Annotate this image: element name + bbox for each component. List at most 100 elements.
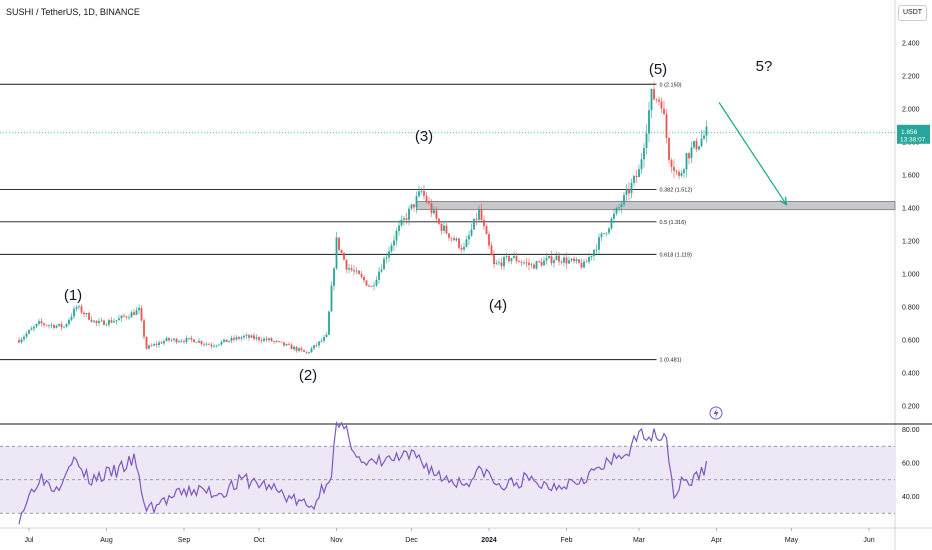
candle-body: [380, 269, 383, 272]
candle-body: [448, 233, 450, 238]
candle-body: [60, 323, 63, 328]
candle-body: [580, 262, 583, 268]
candle-body: [563, 257, 565, 263]
candle-body: [133, 312, 135, 315]
candle-body: [178, 341, 180, 343]
candle-body: [233, 337, 235, 340]
candle-body: [23, 336, 25, 340]
candle-body: [270, 338, 273, 342]
rsi-line: [18, 420, 708, 525]
candle-body: [538, 261, 540, 263]
candle-body: [675, 170, 678, 172]
candle-body: [470, 229, 473, 236]
candle-body: [640, 159, 643, 170]
candle-body: [405, 218, 408, 220]
candle-body: [90, 319, 93, 322]
candle-body: [223, 339, 225, 342]
wave-label: (5): [649, 61, 667, 78]
candle-body: [260, 340, 263, 341]
candle-body: [193, 339, 195, 343]
candle-body: [203, 343, 205, 345]
candle-body: [643, 148, 645, 160]
candle-body: [300, 348, 303, 351]
candle-body: [595, 249, 598, 251]
wave-label: (4): [489, 297, 507, 314]
candle-body: [43, 323, 45, 325]
candle-body: [228, 340, 230, 343]
candle-body: [578, 259, 580, 263]
candle-body: [623, 194, 625, 205]
candle-body: [243, 335, 245, 338]
candle-body: [668, 137, 670, 161]
wave-label: (1): [64, 287, 82, 304]
candle-body: [475, 218, 478, 220]
candle-body: [453, 238, 455, 241]
candle-body: [365, 280, 368, 286]
candle-body: [460, 247, 463, 250]
price-tick-label: 2.200: [902, 74, 920, 81]
candle-body: [58, 323, 60, 326]
rsi-tick-label: 40.00: [902, 494, 920, 501]
price-tick-label: 1.600: [902, 173, 920, 180]
candle-body: [70, 316, 73, 320]
candle-body: [635, 176, 638, 178]
candle-body: [28, 330, 30, 334]
candle-body: [370, 286, 373, 287]
candle-body: [325, 334, 328, 338]
time-tick-label: Mar: [633, 537, 646, 544]
candle-body: [633, 176, 635, 183]
candle-body: [288, 343, 290, 345]
candle-body: [100, 320, 103, 322]
candle-body: [348, 268, 350, 270]
projection-arrow-head: [779, 196, 788, 206]
time-tick-label: Dec: [405, 537, 418, 544]
price-tick-label: 2.400: [902, 41, 920, 48]
candle-body: [105, 324, 108, 326]
symbol-title: SUSHI / TetherUS, 1D, BINANCE: [6, 7, 140, 17]
candle-body: [400, 219, 403, 226]
candle-body: [423, 190, 425, 196]
candle-body: [45, 324, 48, 326]
candle-body: [78, 306, 80, 308]
time-tick-label: Sep: [178, 537, 191, 544]
candle-body: [235, 337, 238, 340]
time-tick-label: Apr: [711, 537, 723, 544]
candle-body: [500, 262, 503, 267]
candle-body: [585, 261, 588, 263]
candle-body: [40, 321, 43, 324]
candle-body: [628, 189, 630, 194]
candle-body: [140, 307, 143, 321]
candle-body: [268, 338, 270, 340]
candle-body: [490, 245, 493, 255]
candle-body: [560, 261, 563, 263]
candle-body: [383, 258, 385, 270]
candle-body: [690, 147, 693, 159]
candle-body: [398, 225, 400, 231]
candle-body: [343, 252, 345, 260]
candle-body: [118, 318, 120, 321]
price-tick-label: 2.000: [902, 107, 920, 114]
candle-body: [488, 234, 490, 246]
candle-body: [345, 259, 348, 270]
candle-body: [440, 223, 443, 231]
candle-body: [163, 341, 165, 344]
candle-body: [148, 345, 150, 349]
candle-body: [565, 257, 568, 264]
candle-body: [305, 351, 308, 353]
currency-button[interactable]: USDT: [898, 5, 927, 21]
candle-body: [515, 256, 518, 262]
candle-body: [433, 210, 435, 214]
candle-body: [155, 344, 158, 345]
candle-body: [50, 324, 53, 326]
price-tag-value: 1.856: [901, 129, 918, 136]
candle-body: [450, 237, 453, 239]
candle-body: [33, 326, 35, 329]
projection-arrow-line: [718, 102, 788, 206]
lightning-icon[interactable]: [709, 406, 723, 420]
candle-body: [83, 312, 85, 315]
candle-body: [463, 246, 465, 250]
candle-body: [555, 255, 558, 261]
candle-body: [73, 308, 75, 317]
candle-body: [613, 213, 615, 219]
